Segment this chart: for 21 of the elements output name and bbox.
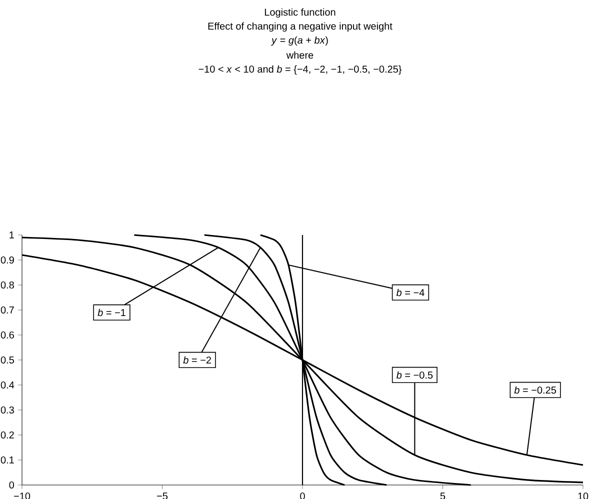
text: y = g(a + bx) xyxy=(270,36,328,46)
text: b = −4 xyxy=(396,288,424,296)
chart-subtitle: Effect of changing a negative input weight xyxy=(208,22,392,32)
chart-title: Logistic function xyxy=(264,8,336,18)
y-tick-label: 0.5 xyxy=(0,356,14,364)
text: −10 < x < 10 and b = {−4, −2, −1, −0.5, −0.25} xyxy=(198,65,402,75)
y-tick-label: 0.7 xyxy=(0,306,14,314)
y-tick-label: 0.8 xyxy=(0,281,14,289)
y-tick-label: 0.6 xyxy=(0,331,14,339)
y-tick-label: 0 xyxy=(9,481,14,489)
text: where xyxy=(286,51,314,59)
y-tick-label: 0.2 xyxy=(0,431,14,439)
text: b = −1 xyxy=(98,308,126,316)
y-tick-label: 0.1 xyxy=(0,456,14,464)
y-tick-label: 0.9 xyxy=(0,256,14,264)
text: b = −2 xyxy=(183,356,211,364)
text: b = −0.25 xyxy=(514,386,556,394)
y-tick-label: 1 xyxy=(10,232,14,238)
text: b = −0.5 xyxy=(396,371,433,379)
y-tick-label: 0.4 xyxy=(0,381,14,389)
y-tick-label: 0.3 xyxy=(0,406,14,414)
